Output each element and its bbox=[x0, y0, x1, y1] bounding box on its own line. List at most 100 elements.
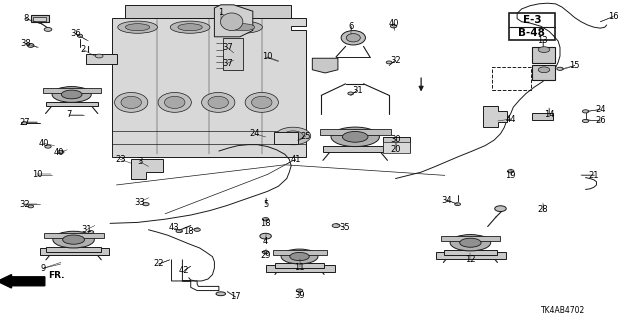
Text: 21: 21 bbox=[589, 171, 599, 180]
Text: 32: 32 bbox=[19, 200, 29, 209]
Ellipse shape bbox=[341, 31, 365, 45]
Text: 18: 18 bbox=[184, 227, 194, 236]
Text: B-48: B-48 bbox=[518, 28, 545, 38]
Ellipse shape bbox=[460, 238, 481, 247]
Text: 35: 35 bbox=[339, 223, 349, 232]
Text: 5: 5 bbox=[263, 200, 268, 209]
Ellipse shape bbox=[275, 127, 311, 145]
Text: 7: 7 bbox=[67, 110, 72, 119]
Ellipse shape bbox=[125, 24, 150, 31]
Polygon shape bbox=[131, 159, 163, 179]
Polygon shape bbox=[312, 58, 338, 73]
Text: 6: 6 bbox=[348, 22, 353, 31]
Ellipse shape bbox=[61, 90, 82, 99]
Bar bbox=[441, 236, 500, 241]
Ellipse shape bbox=[88, 230, 93, 234]
Text: 12: 12 bbox=[465, 255, 476, 264]
Text: 8: 8 bbox=[23, 14, 28, 23]
Ellipse shape bbox=[63, 235, 84, 244]
Ellipse shape bbox=[346, 34, 360, 42]
Text: 23: 23 bbox=[115, 155, 125, 164]
Bar bbox=[31, 15, 49, 22]
Text: 17: 17 bbox=[230, 292, 241, 301]
Bar bbox=[509, 13, 555, 40]
Text: 40: 40 bbox=[388, 19, 399, 28]
Ellipse shape bbox=[118, 21, 157, 33]
Ellipse shape bbox=[223, 21, 262, 33]
Ellipse shape bbox=[582, 119, 589, 123]
Bar bbox=[44, 233, 104, 238]
Text: 40: 40 bbox=[38, 139, 49, 148]
Text: 18: 18 bbox=[260, 219, 271, 228]
Text: 24: 24 bbox=[595, 105, 605, 114]
Bar bbox=[274, 132, 298, 144]
Ellipse shape bbox=[28, 205, 34, 208]
Text: 30: 30 bbox=[390, 135, 401, 144]
Ellipse shape bbox=[290, 252, 309, 260]
Text: 15: 15 bbox=[570, 61, 580, 70]
Bar bbox=[383, 142, 410, 153]
Bar bbox=[46, 247, 101, 252]
Text: E-3: E-3 bbox=[522, 15, 541, 25]
Ellipse shape bbox=[176, 229, 182, 233]
Ellipse shape bbox=[158, 92, 191, 112]
Text: 3: 3 bbox=[137, 157, 142, 166]
Ellipse shape bbox=[21, 122, 27, 125]
Ellipse shape bbox=[508, 170, 514, 173]
Text: 10: 10 bbox=[32, 170, 42, 179]
Ellipse shape bbox=[178, 24, 202, 31]
Ellipse shape bbox=[202, 92, 235, 112]
Ellipse shape bbox=[220, 13, 243, 31]
Bar bbox=[273, 250, 326, 255]
Ellipse shape bbox=[95, 54, 103, 58]
Bar bbox=[223, 38, 243, 70]
Bar bbox=[86, 54, 117, 64]
Text: 33: 33 bbox=[134, 198, 145, 207]
Bar bbox=[40, 248, 109, 255]
Bar bbox=[275, 263, 324, 268]
Ellipse shape bbox=[450, 235, 491, 251]
Polygon shape bbox=[214, 5, 253, 37]
Text: 43: 43 bbox=[169, 223, 179, 232]
Ellipse shape bbox=[582, 110, 589, 113]
Ellipse shape bbox=[262, 218, 269, 221]
Ellipse shape bbox=[52, 87, 92, 102]
Text: 16: 16 bbox=[608, 12, 618, 21]
Polygon shape bbox=[483, 106, 507, 127]
Bar bbox=[444, 250, 497, 255]
Text: 44: 44 bbox=[506, 115, 516, 124]
Text: 42: 42 bbox=[179, 266, 189, 275]
Text: 28: 28 bbox=[538, 205, 548, 214]
Text: 37: 37 bbox=[222, 43, 232, 52]
Bar bbox=[532, 47, 555, 63]
Text: TK4AB4702: TK4AB4702 bbox=[541, 306, 585, 315]
Ellipse shape bbox=[28, 44, 34, 47]
Ellipse shape bbox=[454, 203, 461, 206]
Text: 4: 4 bbox=[263, 237, 268, 246]
Text: 31: 31 bbox=[352, 86, 362, 95]
Ellipse shape bbox=[332, 224, 340, 228]
Ellipse shape bbox=[115, 92, 148, 112]
Text: 41: 41 bbox=[291, 155, 301, 164]
Text: 32: 32 bbox=[390, 56, 401, 65]
Text: 26: 26 bbox=[595, 116, 605, 125]
Bar bbox=[320, 129, 391, 135]
Bar bbox=[492, 67, 531, 90]
Ellipse shape bbox=[58, 150, 64, 154]
Ellipse shape bbox=[495, 206, 506, 212]
Ellipse shape bbox=[45, 145, 51, 148]
Polygon shape bbox=[125, 5, 291, 18]
Text: 2: 2 bbox=[81, 45, 86, 54]
Text: 37: 37 bbox=[222, 59, 232, 68]
Ellipse shape bbox=[77, 34, 83, 37]
Ellipse shape bbox=[143, 203, 149, 206]
Text: 27: 27 bbox=[19, 118, 29, 127]
Ellipse shape bbox=[390, 25, 397, 28]
Ellipse shape bbox=[331, 127, 380, 147]
Ellipse shape bbox=[283, 131, 303, 141]
Text: 31: 31 bbox=[81, 225, 92, 234]
Text: 9: 9 bbox=[41, 264, 46, 273]
Text: 1: 1 bbox=[218, 8, 223, 17]
Ellipse shape bbox=[557, 67, 563, 70]
Bar bbox=[383, 137, 410, 152]
